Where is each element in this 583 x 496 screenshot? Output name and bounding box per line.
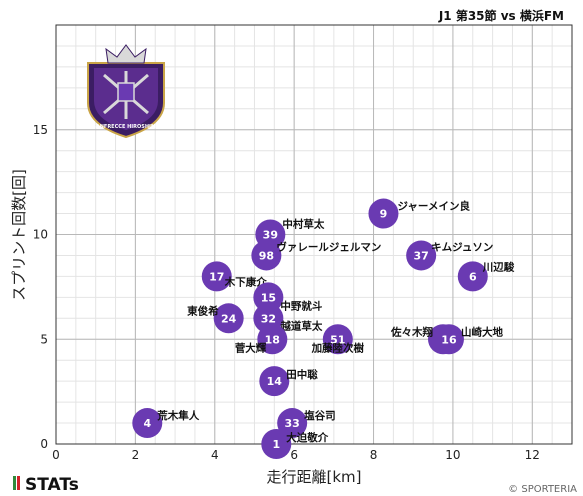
player-name: 木下康介 xyxy=(224,275,267,288)
player-name: 加藤陸次樹 xyxy=(311,341,365,354)
player-marker xyxy=(457,261,488,292)
player-name: 東俊希 xyxy=(187,304,219,317)
player-point: 1 大迫敬介 xyxy=(261,429,329,459)
player-name: 中村草太 xyxy=(282,218,324,231)
x-tick-label: 6 xyxy=(290,448,298,462)
player-name: 田中聡 xyxy=(286,368,318,381)
y-tick-label: 0 xyxy=(40,437,48,451)
player-name: 越道草太 xyxy=(279,319,322,332)
player-point: 6 川辺駿 xyxy=(457,260,515,292)
match-title: J1 第35節 vs 横浜FM xyxy=(438,8,564,23)
player-point: 15 中野就斗 xyxy=(253,282,323,313)
player-point: 17 木下康介 xyxy=(201,261,267,292)
player-number: 1 xyxy=(272,438,280,451)
player-marker xyxy=(201,261,232,292)
copyright: © SPORTERIA xyxy=(508,484,577,495)
player-name: ヴァレールジェルマン xyxy=(276,240,381,253)
player-number: 51 xyxy=(330,333,345,346)
brand-bar-red xyxy=(17,476,20,490)
x-axis-ticks: 0 2 4 6 8 10 12 xyxy=(52,448,540,462)
x-tick-label: 4 xyxy=(211,448,219,462)
player-marker xyxy=(253,282,284,313)
player-number: 18 xyxy=(265,333,280,346)
player-number: 32 xyxy=(261,312,276,325)
player-marker xyxy=(406,240,437,271)
player-name: 川辺駿 xyxy=(482,260,515,273)
x-axis-title: 走行距離[km] xyxy=(266,468,361,486)
player-marker xyxy=(213,303,244,334)
player-name: 塩谷司 xyxy=(304,409,336,422)
y-tick-label: 15 xyxy=(33,123,48,137)
player-marker xyxy=(251,240,282,271)
player-number: 24 xyxy=(221,312,237,325)
x-tick-label: 10 xyxy=(445,448,460,462)
player-number: 9 xyxy=(380,208,388,221)
y-axis-ticks: 0 5 10 15 xyxy=(33,123,48,451)
player-name: 佐々木翔 xyxy=(390,325,433,338)
player-name: 山崎大地 xyxy=(461,325,503,338)
player-number: 16 xyxy=(441,333,457,346)
player-point: 4 荒木隼人 xyxy=(132,408,200,439)
player-number: 4 xyxy=(143,417,151,430)
player-name: 荒木隼人 xyxy=(156,409,199,422)
brand-bar-green xyxy=(13,476,16,490)
player-name: キムジュソン xyxy=(431,241,493,253)
y-tick-label: 5 xyxy=(40,332,48,346)
player-name: 中野就斗 xyxy=(280,299,322,312)
data-points: 9ジャーメイン良39中村草太98ヴァレールジェルマン37キムジュソン6川辺駿17… xyxy=(132,198,515,459)
sanfrecce-hiroshima-logo: SANFRECCE HIROSHIMA xyxy=(87,44,165,139)
player-name: ジャーメイン良 xyxy=(397,200,470,213)
player-number: 39 xyxy=(263,229,278,242)
player-number: 6 xyxy=(469,270,477,283)
player-number: 17 xyxy=(209,270,224,283)
player-number: 15 xyxy=(261,291,276,304)
player-marker xyxy=(368,198,399,229)
player-point: 16 山崎大地 xyxy=(433,324,503,355)
player-marker xyxy=(322,324,353,355)
player-number: 37 xyxy=(414,249,429,262)
player-number: 33 xyxy=(285,417,300,430)
x-tick-label: 12 xyxy=(525,448,540,462)
player-name: 大迫敬介 xyxy=(286,431,328,444)
player-marker xyxy=(277,408,308,439)
player-point: 14 田中聡 xyxy=(259,366,318,397)
x-tick-label: 2 xyxy=(132,448,140,462)
player-marker xyxy=(257,324,288,355)
player-marker xyxy=(433,324,464,355)
player-point: 9 ジャーメイン良 xyxy=(368,198,471,229)
player-marker xyxy=(132,408,163,439)
player-number: 98 xyxy=(259,249,274,262)
player-marker xyxy=(259,366,290,397)
y-tick-label: 10 xyxy=(33,228,48,242)
y-axis-title: スプリント回数[回] xyxy=(10,169,28,301)
stats-brand: STATs xyxy=(13,475,79,495)
plot-frame xyxy=(55,24,573,445)
player-number: 14 xyxy=(267,375,283,388)
player-name: 菅大輝 xyxy=(235,341,267,354)
x-tick-label: 0 xyxy=(52,448,60,462)
player-point: 33 塩谷司 xyxy=(277,408,336,439)
logo-text: SANFRECCE HIROSHIMA xyxy=(92,124,160,130)
x-tick-label: 8 xyxy=(370,448,378,462)
brand-name: STATs xyxy=(25,475,79,495)
player-marker xyxy=(261,429,292,459)
